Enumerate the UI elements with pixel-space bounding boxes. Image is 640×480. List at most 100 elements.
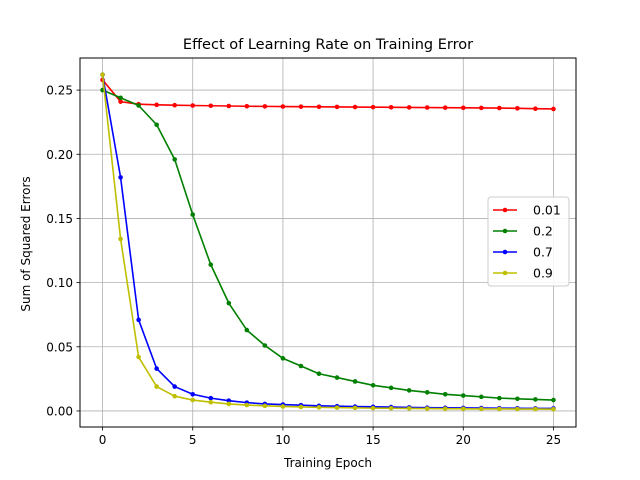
chart-title: Effect of Learning Rate on Training Erro… (183, 37, 473, 53)
data-point (208, 262, 214, 267)
data-point (280, 404, 286, 409)
data-point (479, 105, 484, 111)
x-tick-label: 5 (189, 433, 197, 447)
y-tick-label: 0.25 (46, 84, 73, 98)
data-point (352, 405, 358, 411)
data-point (442, 406, 448, 411)
series-line (101, 74, 554, 410)
data-point (479, 394, 484, 400)
data-point (118, 95, 123, 101)
data-point (118, 236, 123, 242)
data-point (136, 317, 141, 323)
data-point (172, 384, 177, 389)
data-point (334, 104, 340, 110)
data-point (298, 404, 304, 410)
series-line (101, 74, 554, 410)
data-point (424, 105, 430, 110)
data-point (460, 105, 466, 111)
data-point (370, 382, 376, 388)
data-point (154, 366, 159, 371)
x-tick-label: 25 (546, 433, 561, 447)
data-point (370, 405, 376, 411)
legend-label: 0.7 (533, 245, 553, 260)
data-point (226, 300, 232, 306)
series-line (101, 79, 554, 110)
data-point (406, 406, 412, 411)
y-tick-label: 0.20 (46, 148, 73, 162)
data-point (316, 371, 322, 377)
data-point (154, 384, 159, 389)
data-point (316, 405, 322, 410)
series-0.9 (100, 72, 556, 412)
data-point (262, 403, 268, 409)
y-tick-label: 0.05 (46, 340, 73, 354)
data-point (136, 354, 141, 360)
x-tick-label: 20 (456, 433, 471, 447)
plot-frame (79, 57, 577, 428)
data-point (352, 379, 358, 384)
plot-series (100, 72, 556, 412)
data-point (190, 391, 196, 397)
data-point (551, 106, 556, 112)
data-point (298, 104, 304, 109)
data-point (172, 393, 177, 399)
data-point (497, 105, 502, 111)
data-point (442, 105, 448, 110)
data-point (497, 406, 502, 412)
data-point (208, 103, 214, 109)
data-point (442, 391, 448, 397)
data-point (226, 401, 232, 407)
data-point (244, 402, 250, 408)
data-point (118, 99, 123, 104)
data-point (136, 103, 141, 108)
data-point (352, 104, 358, 110)
data-point (388, 104, 394, 110)
data-point (172, 157, 177, 162)
series-0.01 (100, 77, 556, 112)
data-point (515, 106, 520, 111)
data-point (226, 398, 232, 403)
data-point (100, 72, 105, 77)
data-point (406, 105, 412, 110)
data-point (370, 104, 376, 110)
axis-ticks: 0 5 10 15 20 25 0.00 0.05 0.10 0.15 0.20 0.25 (46, 84, 561, 447)
data-point (533, 106, 538, 111)
legend: 0.01 0.2 0.7 0.9 (487, 196, 570, 287)
data-point (172, 102, 177, 108)
data-point (460, 393, 466, 398)
data-point (226, 103, 232, 109)
data-point (497, 395, 502, 401)
x-axis-label: Training Epoch (283, 456, 372, 470)
data-point (262, 104, 268, 109)
data-point (208, 395, 214, 401)
data-point (533, 397, 538, 402)
data-point (316, 104, 322, 110)
data-point (190, 212, 196, 217)
series-line (102, 89, 554, 401)
y-tick-label: 0.15 (46, 212, 73, 226)
data-point (479, 406, 484, 412)
data-point (190, 397, 196, 403)
x-tick-label: 0 (99, 433, 107, 447)
y-tick-label: 0.10 (46, 276, 73, 290)
data-point (406, 388, 412, 393)
data-point (154, 122, 159, 128)
legend-label: 0.01 (533, 203, 561, 218)
data-point (515, 406, 520, 412)
data-point (424, 390, 430, 395)
data-point (298, 363, 304, 369)
data-point (244, 327, 250, 333)
data-point (118, 175, 123, 180)
data-point (533, 406, 538, 412)
data-point (515, 396, 520, 402)
data-point (334, 405, 340, 410)
y-axis-label: Sum of Squared Errors (19, 176, 33, 311)
data-point (244, 103, 250, 109)
data-point (388, 385, 394, 391)
data-point (388, 405, 394, 411)
series-0.2 (100, 87, 556, 403)
data-point (551, 397, 556, 403)
data-point (190, 103, 196, 108)
data-point (424, 406, 430, 411)
